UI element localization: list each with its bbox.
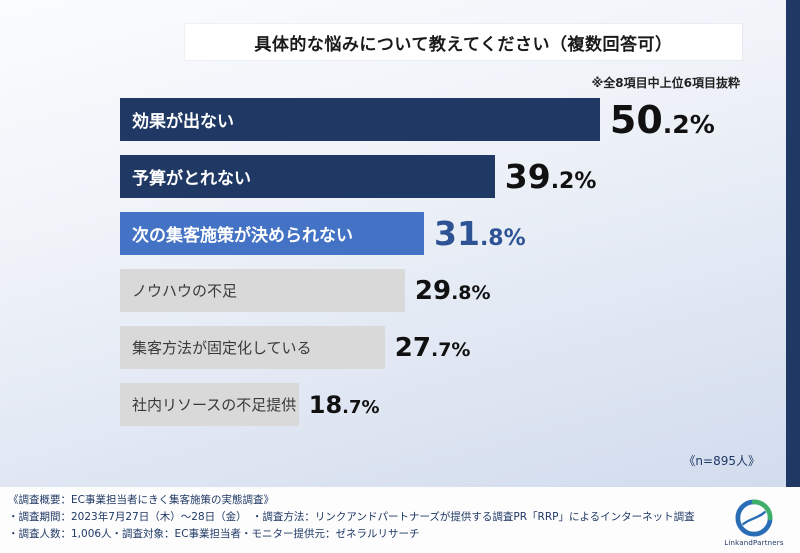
navy-side-stripe — [786, 0, 800, 487]
bar-category-label: 効果が出ない — [132, 112, 234, 132]
bar: 効果が出ない — [120, 98, 600, 141]
survey-footer: 《調査概要：EC事業担当者にきく集客施策の実態調査》 ・調査期間：2023年7月… — [0, 487, 800, 553]
bar: 集客方法が固定化している — [120, 326, 385, 369]
bar-value-label: 29.8% — [414, 275, 491, 306]
sample-size-label: 《n=895人》 — [683, 454, 760, 468]
footer-overview: 《調査概要：EC事業担当者にきく集客施策の実態調査》 — [8, 494, 274, 506]
footer-period-method: ・調査期間：2023年7月27日（木）〜28日（金） ・調査方法：リンクアンドパ… — [8, 511, 695, 523]
excerpt-note: ※全8項目中上位6項目抜粋 — [591, 76, 740, 90]
bar-row: 社内リソースの不足提供 18.7% — [120, 383, 715, 426]
footer-respondents: ・調査人数：1,006人・調査対象：EC事業担当者・モニター提供元：ゼネラルリサ… — [8, 528, 420, 540]
chart-title: 具体的な悩みについて教えてください（複数回答可） — [185, 24, 742, 60]
bar-category-label: 予算がとれない — [132, 169, 251, 189]
chart-background: 具体的な悩みについて教えてください（複数回答可） ※全8項目中上位6項目抜粋 効… — [0, 0, 786, 487]
bar: 社内リソースの不足提供 — [120, 383, 299, 426]
bar-value-label: 31.8% — [434, 214, 526, 253]
bar-value-label: 50.2% — [609, 97, 715, 142]
bar: ノウハウの不足 — [120, 269, 405, 312]
bar-category-label: 集客方法が固定化している — [132, 339, 312, 357]
bar-category-label: 社内リソースの不足提供 — [132, 396, 297, 414]
bar-value-label: 18.7% — [308, 390, 380, 419]
bar-chart: 効果が出ない 50.2% 予算がとれない 39.2% 次の集客施策が決められない 31.8… — [120, 98, 715, 440]
bar-row: 予算がとれない 39.2% — [120, 155, 715, 198]
bar-value-label: 27.7% — [394, 332, 471, 363]
bar-value-label: 39.2% — [504, 157, 597, 196]
bar-category-label: 次の集客施策が決められない — [132, 226, 353, 246]
bar: 次の集客施策が決められない — [120, 212, 424, 255]
bar-category-label: ノウハウの不足 — [132, 282, 238, 300]
logo-globe-icon — [735, 499, 773, 537]
bar-row: 次の集客施策が決められない 31.8% — [120, 212, 715, 255]
bar: 予算がとれない — [120, 155, 495, 198]
bar-row: 効果が出ない 50.2% — [120, 97, 715, 142]
linkandpartners-logo: LinkandPartners — [724, 499, 784, 547]
bar-row: ノウハウの不足 29.8% — [120, 269, 715, 312]
bar-row: 集客方法が固定化している 27.7% — [120, 326, 715, 369]
logo-wordmark: LinkandPartners — [724, 539, 784, 547]
chart-title-text: 具体的な悩みについて教えてください（複数回答可） — [254, 34, 673, 55]
